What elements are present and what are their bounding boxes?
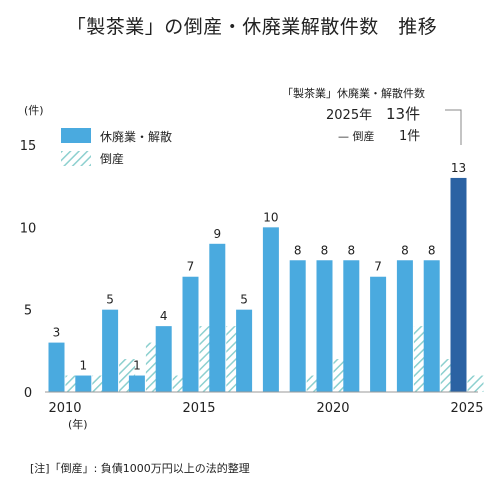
data-label-closures: 5 [240, 293, 248, 307]
data-label-closures: 8 [321, 243, 329, 257]
bar-closures [182, 276, 199, 392]
bar-closures [450, 177, 467, 392]
bar-closures [209, 243, 226, 392]
bar-closures [316, 260, 333, 392]
y-tick-label: 5 [24, 304, 32, 319]
annotation-bankruptcy-label: — 倒産 [338, 130, 375, 143]
bar-closures [75, 375, 92, 392]
annotation-year: 2025年 [326, 108, 372, 123]
bar-closures [423, 260, 440, 392]
bar-closures [102, 309, 119, 392]
data-label-closures: 1 [79, 359, 87, 373]
legend-swatch-closures [61, 128, 91, 143]
annotation-value: 13件 [386, 105, 420, 123]
bar-bankruptcy [467, 375, 484, 392]
data-label-closures: 8 [401, 243, 409, 257]
x-tick-label: 2010 [48, 401, 81, 416]
annotation-bankruptcy-value: 1件 [399, 129, 420, 144]
bar-closures [262, 227, 279, 392]
y-tick-label: 15 [20, 139, 37, 154]
x-tick-label: 2015 [182, 401, 215, 416]
data-label-closures: 7 [374, 260, 382, 274]
data-label-closures: 7 [187, 260, 195, 274]
data-label-closures: 1 [133, 359, 141, 373]
x-axis-unit: (年) [68, 417, 88, 431]
chart-title: 「製茶業」の倒産・休廃業解散件数 推移 [66, 16, 438, 38]
data-label-closures: 9 [213, 227, 221, 241]
bar-closures [396, 260, 413, 392]
annotation-title: 「製茶業」休廃業・解散件数 [282, 86, 425, 100]
annotation-leader-line [445, 109, 462, 145]
x-tick-label: 2020 [316, 401, 349, 416]
legend-label-bankruptcy: 倒産 [100, 151, 124, 166]
bar-closures [48, 342, 65, 392]
data-label-closures: 13 [451, 161, 466, 175]
legend-swatch-bankruptcy [61, 151, 91, 166]
data-label-closures: 10 [263, 210, 278, 224]
data-label-closures: 4 [160, 309, 168, 323]
y-tick-label: 0 [24, 386, 32, 401]
bar-closures [343, 260, 360, 392]
bar-closures [370, 276, 387, 392]
data-label-closures: 8 [428, 243, 436, 257]
footnote: [注]「倒産」: 負債1000万円以上の法的整理 [30, 462, 250, 475]
bar-closures [236, 309, 253, 392]
data-label-closures: 5 [106, 293, 114, 307]
data-label-closures: 8 [347, 243, 355, 257]
bar-closures [289, 260, 306, 392]
bar-closures [128, 375, 145, 392]
y-tick-label: 10 [20, 221, 37, 236]
x-tick-label: 2025 [450, 401, 483, 416]
bar-closures [155, 326, 172, 392]
data-label-closures: 3 [53, 326, 61, 340]
y-axis-unit: (件) [24, 104, 44, 117]
legend-label-closures: 休廃業・解散 [100, 129, 172, 144]
data-label-closures: 8 [294, 243, 302, 257]
